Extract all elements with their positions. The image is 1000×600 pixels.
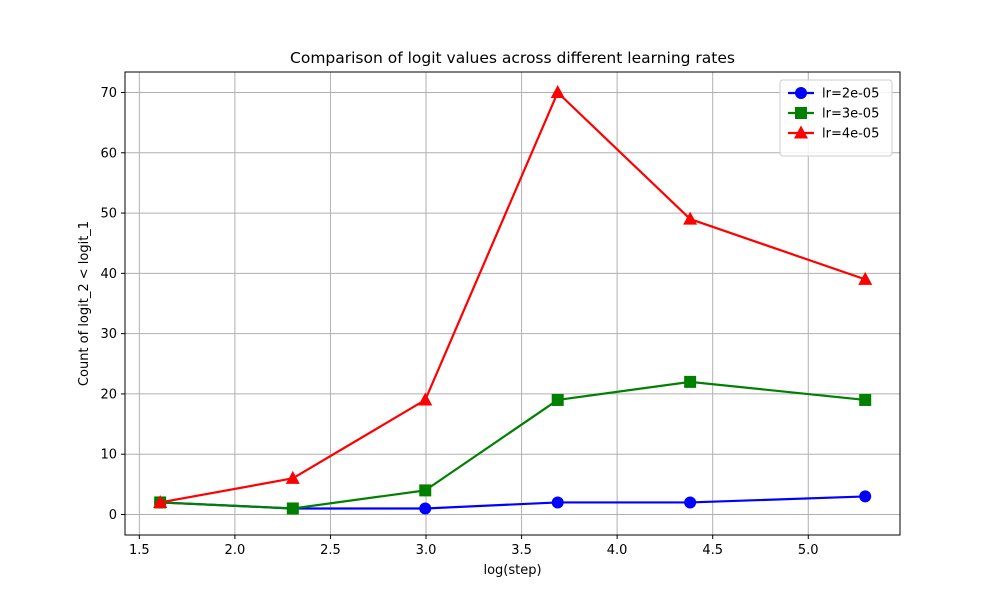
y-axis: 0 10 20 30 40 50 60 70 [100, 86, 125, 523]
data-point [859, 490, 872, 503]
series-lr=4e-05 [153, 84, 873, 508]
data-point [285, 470, 300, 484]
series-line [160, 380, 866, 510]
legend-marker [794, 125, 808, 139]
legend-box [779, 79, 893, 157]
data-point [858, 271, 873, 285]
x-tick-label: 4.5 [702, 543, 723, 558]
x-tick-label: 2.0 [225, 543, 246, 558]
x-tick-label: 3.5 [511, 543, 532, 558]
x-tick-label: 3.0 [416, 543, 437, 558]
legend-label: lr=2e-05 [822, 87, 879, 102]
data-point [550, 84, 565, 98]
y-tick-label: 20 [100, 387, 117, 402]
x-axis: 1.5 2.0 2.5 3.0 3.5 4.0 4.5 5.0 [129, 535, 819, 558]
y-axis-label: Count of logit_2 < logit_1 [77, 221, 92, 386]
data-point [551, 393, 564, 406]
x-tick-label: 5.0 [798, 543, 819, 558]
data-point [683, 211, 698, 225]
x-axis-label: log(step) [483, 563, 541, 578]
data-point [684, 496, 697, 509]
data-point [153, 494, 168, 508]
x-tick-label: 1.5 [129, 543, 150, 558]
chart-title: Comparison of logit values across differ… [290, 49, 735, 67]
legend-marker [795, 107, 807, 119]
x-tick-label: 4.0 [607, 543, 628, 558]
y-tick-label: 40 [100, 267, 117, 282]
legend-label: lr=4e-05 [822, 127, 879, 142]
legend-item: lr=4e-05 [788, 125, 879, 142]
y-tick-label: 70 [100, 86, 117, 101]
legend-item: lr=3e-05 [788, 107, 879, 122]
y-tick-label: 60 [100, 146, 117, 161]
x-tick-label: 2.5 [320, 543, 341, 558]
data-point [418, 392, 433, 406]
legend-item: lr=2e-05 [788, 87, 879, 102]
legend: lr=2e-05 lr=3e-05 lr=4e-05 [779, 79, 893, 157]
y-tick-label: 10 [100, 448, 117, 463]
series [153, 84, 873, 515]
series-lr=3e-05 [154, 375, 872, 515]
y-tick-label: 0 [109, 508, 117, 523]
legend-marker [795, 87, 807, 99]
series-line [159, 91, 866, 504]
data-point [286, 502, 299, 515]
plot-frame [124, 71, 901, 536]
data-point [419, 502, 432, 515]
series-lr=2e-05 [154, 490, 872, 515]
data-point [684, 375, 697, 388]
y-tick-label: 50 [100, 207, 117, 222]
data-point [551, 496, 564, 509]
data-point [859, 393, 872, 406]
data-point [419, 484, 432, 497]
legend-label: lr=3e-05 [822, 107, 879, 122]
y-tick-label: 30 [100, 327, 117, 342]
